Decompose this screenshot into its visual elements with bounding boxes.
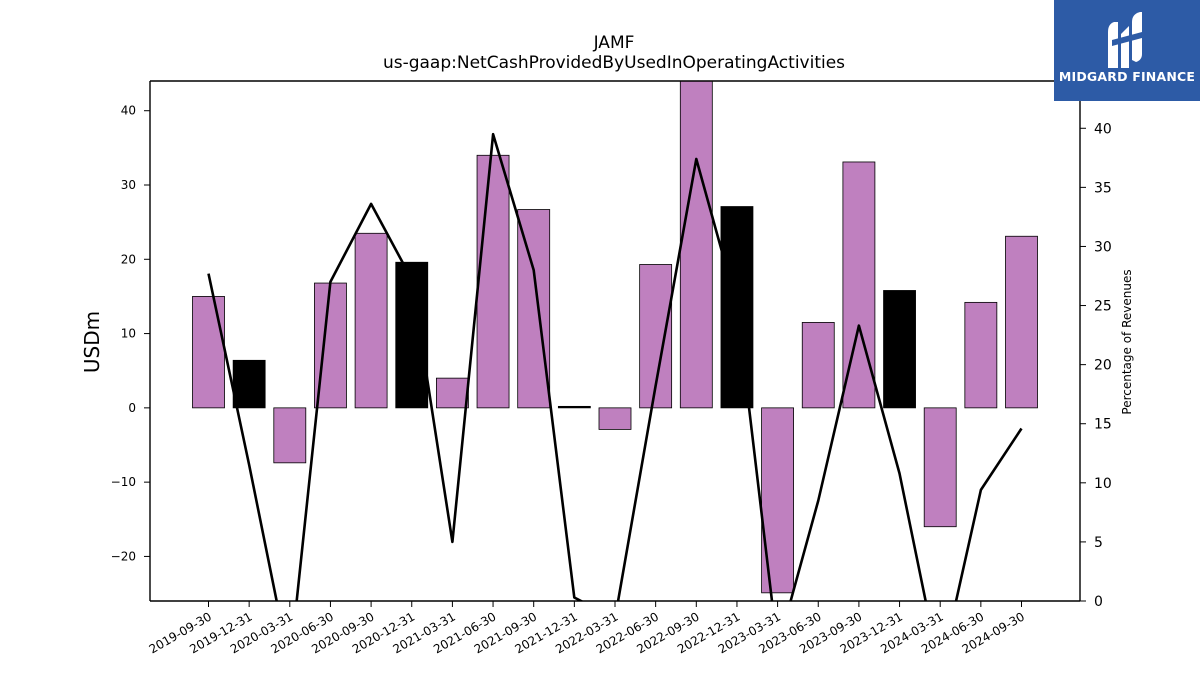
y2-tick-label: 0 — [1094, 594, 1103, 610]
bar-2021-09-30 — [517, 209, 551, 409]
y2-tick-label: 25 — [1094, 299, 1112, 315]
y2-axis-label: Percentage of Revenues — [1120, 269, 1134, 414]
chart-subtitle: us-gaap:NetCashProvidedByUsedInOperating… — [383, 53, 845, 73]
bar-2019-09-30 — [192, 296, 225, 409]
y2-tick-label: 10 — [1094, 476, 1112, 492]
y-tick-label: −20 — [111, 549, 136, 563]
y-tick-label: −10 — [111, 475, 136, 489]
y2-tick-label: 15 — [1094, 417, 1112, 433]
bar-2022-03-31 — [598, 407, 632, 430]
bar-2021-03-31 — [435, 377, 469, 409]
bar-2021-12-31 — [557, 405, 591, 409]
bar-2020-09-30 — [354, 232, 388, 409]
left-axis-ticks: −20 −10 0 10 20 30 40 — [111, 104, 150, 563]
bar-2024-06-30 — [964, 301, 998, 409]
y2-tick-label: 20 — [1094, 358, 1112, 374]
bar-2021-06-30 — [476, 154, 510, 409]
bar-2022-09-30 — [679, 81, 713, 409]
y2-tick-label: 5 — [1094, 535, 1103, 551]
y-axis-label: USDm — [80, 311, 104, 373]
bar-2023-12-31 — [883, 290, 916, 409]
axes — [149, 80, 1081, 602]
percentage-line — [207, 132, 1023, 601]
bar-2019-12-31 — [232, 359, 266, 409]
y-tick-label: 40 — [121, 104, 136, 118]
bar-2023-06-30 — [801, 322, 835, 409]
y-tick-label: 20 — [121, 252, 136, 266]
logo-brand-text: MIDGARD FINANCE — [1058, 69, 1196, 84]
chart-title: JAMF — [593, 33, 635, 53]
right-axis-ticks: 0 5 10 15 20 25 30 35 40 — [1080, 121, 1112, 610]
x-axis-ticks: 2019-09-302019-12-312020-03-312020-06-30… — [147, 601, 1027, 656]
bar-2023-03-31 — [761, 407, 794, 594]
y2-tick-label: 40 — [1094, 121, 1112, 137]
y2-tick-label: 30 — [1094, 239, 1112, 255]
midgard-finance-logo: MIDGARD FINANCE — [1054, 0, 1200, 101]
bar-2020-03-31 — [273, 407, 307, 464]
bar-2022-06-30 — [639, 264, 673, 409]
logo-mark-icon — [1108, 12, 1142, 68]
y-tick-label: 0 — [128, 401, 136, 415]
y-tick-label: 10 — [121, 327, 136, 341]
bar-2024-03-31 — [923, 407, 957, 528]
y-tick-label: 30 — [121, 178, 136, 192]
line-layer — [207, 132, 1023, 601]
y2-tick-label: 35 — [1094, 180, 1112, 196]
bar-layer — [192, 81, 1038, 594]
bar-2024-09-30 — [1005, 235, 1038, 409]
